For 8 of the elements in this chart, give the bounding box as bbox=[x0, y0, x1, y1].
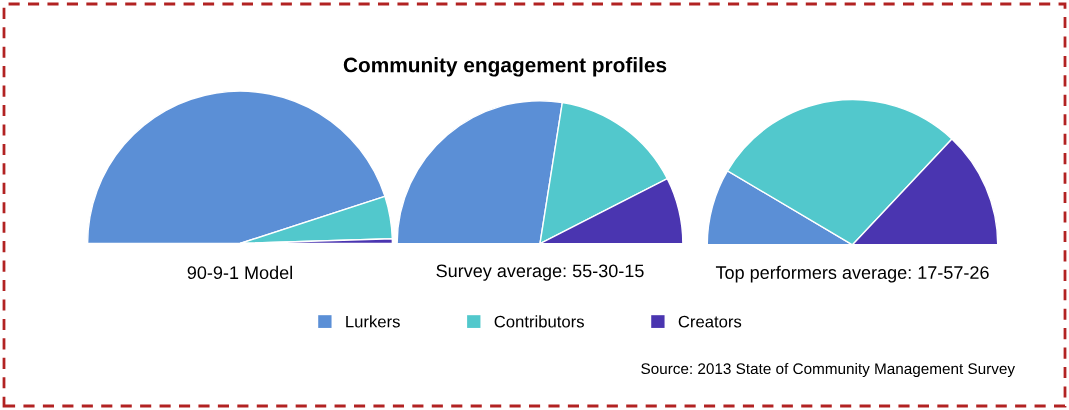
text: Survey average: 55-30-15 bbox=[436, 264, 644, 281]
legend-label: Contributors bbox=[494, 315, 584, 328]
text: Top performers average: 17-57-26 bbox=[715, 265, 989, 283]
source-note: Source: 2013 State of Community Management Survey bbox=[641, 362, 1015, 378]
legend-label: Lurkers bbox=[346, 315, 400, 328]
text: 90-9-1 Model bbox=[187, 265, 292, 280]
legend-label: Creators bbox=[678, 315, 742, 328]
chart-title: Community engagement profiles bbox=[343, 57, 667, 77]
